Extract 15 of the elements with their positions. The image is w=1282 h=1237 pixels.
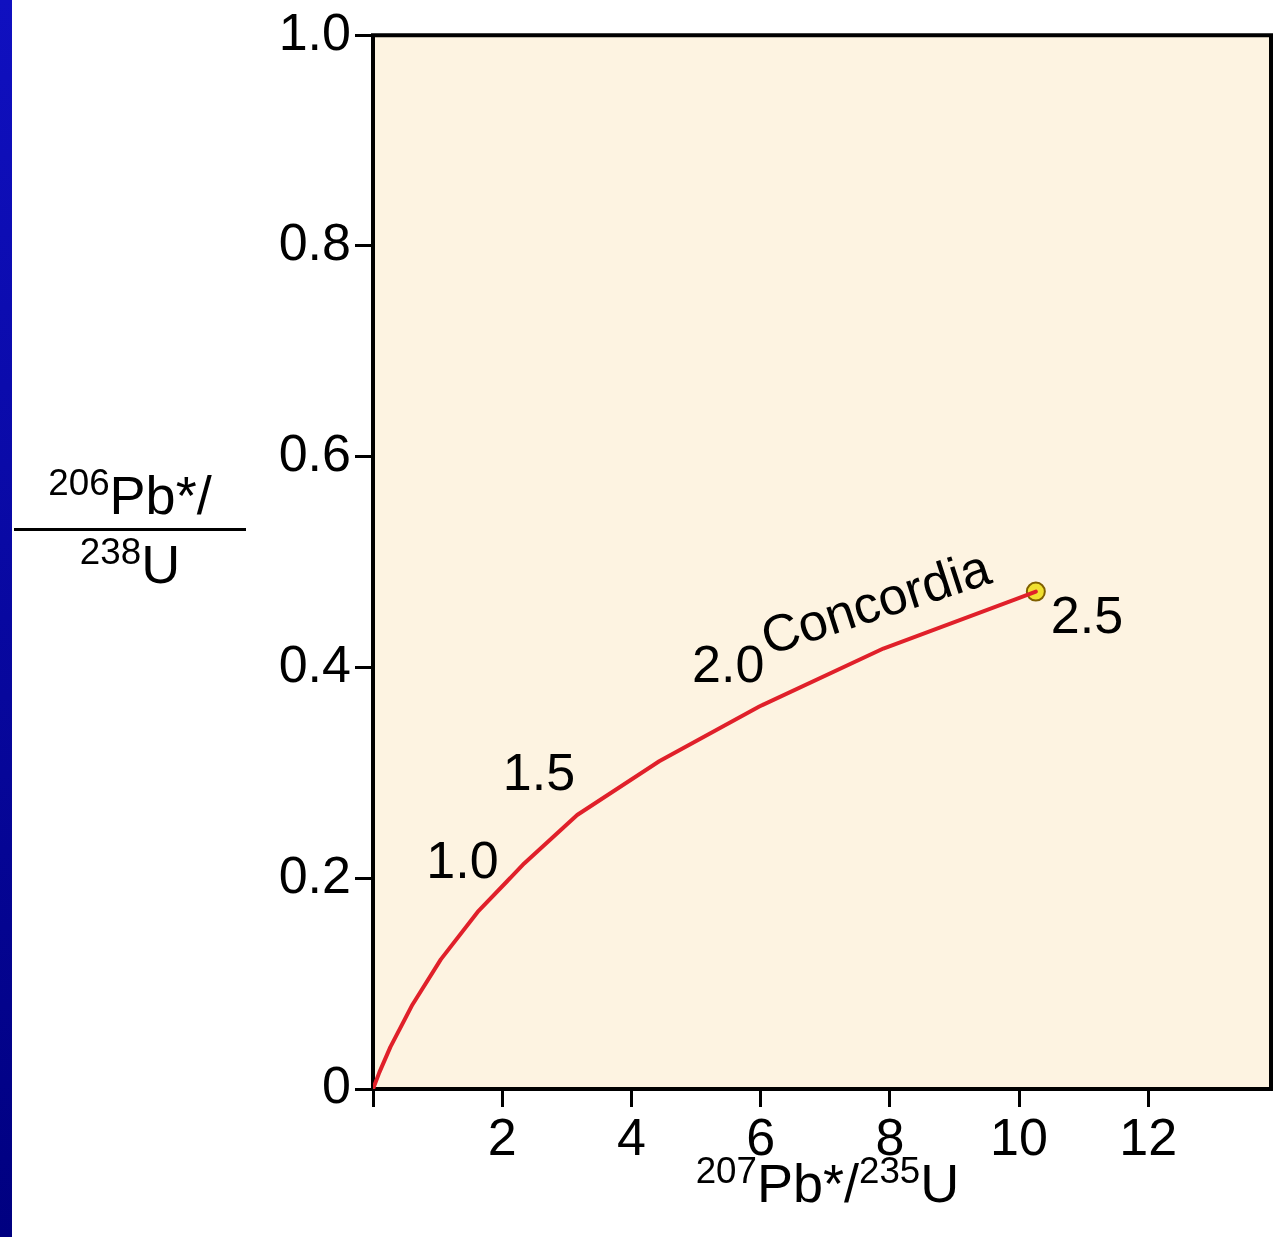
annotation: 1.5 [502,743,576,802]
y-tick-label: 1.0 [278,2,351,61]
annotation: 2.5 [1050,585,1124,644]
y-tick-label: 0.4 [278,634,351,693]
y-tick-label: 0 [322,1056,351,1115]
annotation: 1.0 [426,830,499,889]
y-tick-label: 0.6 [278,424,351,483]
y-tick-label: 0.8 [278,213,351,272]
x-tick-label: 12 [1119,1107,1178,1166]
annotation: 2.0 [692,635,765,694]
y-tick-label: 0.2 [278,845,351,904]
y-axis-title: $^{206}$Pb*/$^{238}$U [47,462,213,595]
x-tick-label: 10 [990,1107,1048,1166]
x-tick-label: 4 [616,1107,646,1166]
x-tick-label: 2 [487,1107,517,1166]
